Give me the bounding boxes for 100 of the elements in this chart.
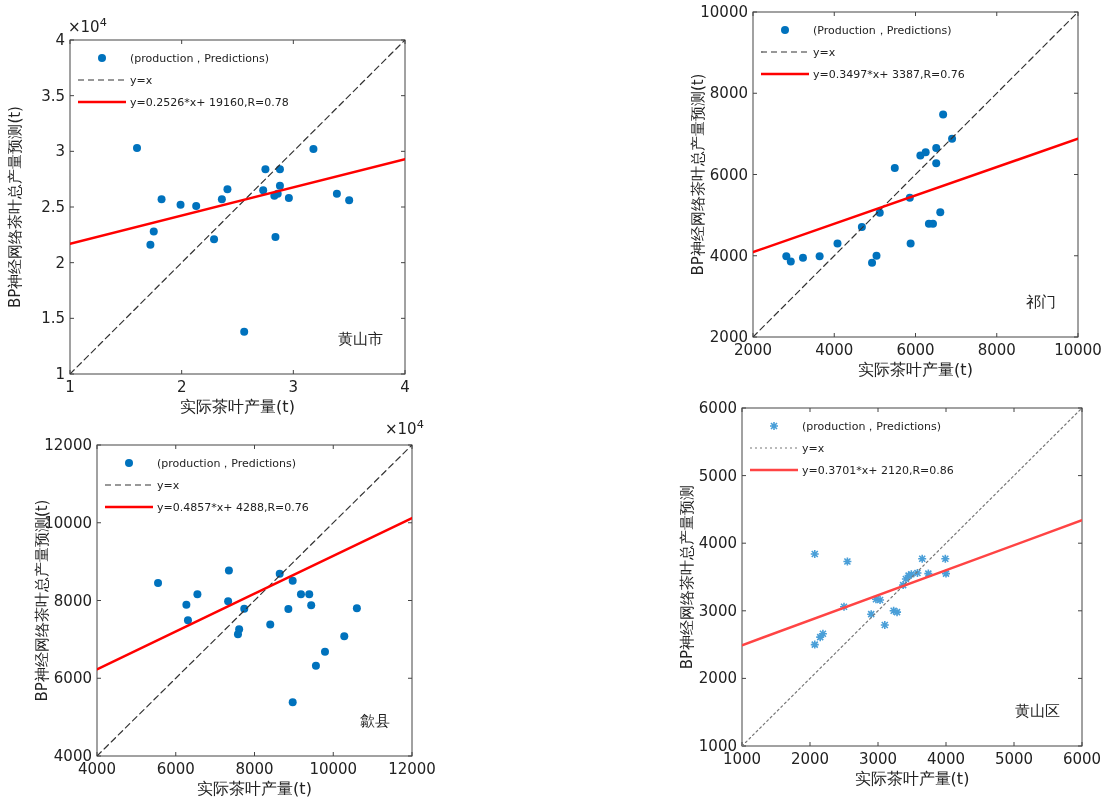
point bbox=[157, 195, 166, 204]
point bbox=[259, 186, 268, 195]
legend-label: y=x bbox=[130, 74, 153, 87]
x-tick-label: 10000 bbox=[309, 760, 358, 778]
point bbox=[275, 181, 284, 190]
x-tick-label: 2000 bbox=[733, 341, 773, 359]
point bbox=[833, 239, 842, 248]
point bbox=[305, 590, 314, 599]
x-tick-label: 10000 bbox=[1054, 341, 1102, 359]
y-tick-label: 6000 bbox=[709, 165, 748, 184]
point bbox=[898, 580, 908, 590]
point bbox=[288, 698, 297, 707]
point bbox=[224, 597, 233, 606]
y-tick-label: 8000 bbox=[709, 84, 748, 103]
legend-label: y=0.4857*x+ 4288,R=0.76 bbox=[157, 501, 309, 514]
point bbox=[815, 632, 825, 642]
point bbox=[818, 628, 828, 639]
point bbox=[193, 590, 202, 599]
point bbox=[875, 208, 884, 217]
x-axis-title: 实际茶叶产量(t) bbox=[180, 397, 295, 416]
point bbox=[866, 609, 876, 619]
legend-label: y=0.2526*x+ 19160,R=0.78 bbox=[130, 96, 289, 109]
point bbox=[311, 661, 320, 670]
x-tick-label: 4 bbox=[400, 378, 410, 396]
point bbox=[332, 189, 341, 198]
x-tick-label: 12000 bbox=[388, 760, 436, 778]
legend-label: y=x bbox=[802, 442, 825, 455]
y-tick-label: 4000 bbox=[709, 246, 748, 265]
legend-label: y=x bbox=[157, 479, 180, 492]
point bbox=[940, 553, 951, 564]
point bbox=[154, 579, 163, 588]
y-axis-title: BP神经网络茶叶总产量预测(t) bbox=[6, 106, 24, 308]
point bbox=[210, 235, 219, 244]
x-tick-label: 5000 bbox=[994, 750, 1034, 768]
point bbox=[917, 553, 927, 564]
point bbox=[223, 185, 232, 194]
point bbox=[284, 194, 293, 203]
x-tick-label: 4000 bbox=[926, 750, 966, 768]
x-tick-label: 6000 bbox=[1062, 750, 1102, 768]
point bbox=[932, 144, 941, 153]
point bbox=[183, 616, 192, 625]
point bbox=[133, 143, 141, 152]
point bbox=[906, 239, 915, 248]
y-tick-label: 4 bbox=[55, 31, 65, 49]
point bbox=[786, 257, 795, 266]
legend-label: y=0.3701*x+ 2120,R=0.86 bbox=[802, 464, 954, 477]
y-tick-label: 3000 bbox=[698, 601, 737, 620]
point bbox=[809, 639, 820, 650]
point bbox=[857, 222, 866, 231]
point bbox=[941, 568, 951, 579]
y-tick-label: 8000 bbox=[53, 591, 92, 610]
point bbox=[149, 227, 158, 236]
y-tick-label: 5000 bbox=[698, 466, 737, 485]
x-tick-label: 6000 bbox=[896, 341, 935, 359]
point bbox=[233, 630, 242, 639]
legend-label: y=x bbox=[813, 46, 836, 59]
y-tick-label: 3.5 bbox=[41, 86, 65, 105]
x-tick-label: 4000 bbox=[77, 760, 117, 778]
x-tick-label: 2 bbox=[176, 378, 187, 396]
x-tick-label: 2000 bbox=[790, 750, 830, 768]
point bbox=[192, 201, 201, 210]
text: ×10$^{4}$ bbox=[68, 15, 107, 36]
point bbox=[890, 164, 899, 172]
point bbox=[842, 556, 853, 567]
y-tick-label: 1 bbox=[55, 365, 65, 383]
y-tick-label: 12000 bbox=[44, 436, 92, 454]
y-tick-label: 2 bbox=[55, 253, 65, 272]
y-tick-label: 2.5 bbox=[41, 198, 65, 216]
x-tick-label: 3000 bbox=[858, 750, 898, 768]
y-axis-title: BP神经网络茶叶总产量预测 bbox=[678, 484, 696, 670]
point bbox=[815, 252, 824, 261]
point bbox=[288, 576, 297, 585]
point bbox=[948, 134, 957, 143]
point bbox=[340, 632, 349, 641]
point bbox=[875, 595, 885, 605]
point bbox=[782, 252, 791, 261]
text: ×10$^{4}$ bbox=[385, 417, 424, 438]
point bbox=[923, 568, 934, 579]
point bbox=[939, 110, 948, 119]
x-axis-title: 实际茶叶产量(t) bbox=[197, 779, 312, 798]
x-axis-title: 实际茶叶产量(t) bbox=[854, 769, 970, 788]
y-tick-label: 6000 bbox=[698, 399, 737, 417]
point bbox=[345, 196, 354, 205]
y-tick-label: 10000 bbox=[700, 3, 748, 21]
annotation: 祁门 bbox=[1026, 293, 1056, 311]
point bbox=[936, 208, 945, 217]
legend-label: y=0.3497*x+ 3387,R=0.76 bbox=[813, 68, 965, 81]
x-tick-label: 8000 bbox=[235, 760, 274, 778]
legend-label: (production，Predictions) bbox=[802, 420, 942, 433]
point bbox=[146, 240, 155, 249]
point bbox=[868, 258, 877, 267]
annotation: 黄山区 bbox=[1015, 702, 1060, 720]
point bbox=[809, 549, 820, 559]
point bbox=[892, 607, 902, 617]
point bbox=[872, 251, 881, 260]
point bbox=[271, 233, 280, 242]
point bbox=[871, 594, 881, 605]
x-tick-label: 4000 bbox=[815, 341, 854, 359]
legend-label: (production，Predictions) bbox=[130, 52, 270, 65]
point bbox=[182, 600, 191, 609]
